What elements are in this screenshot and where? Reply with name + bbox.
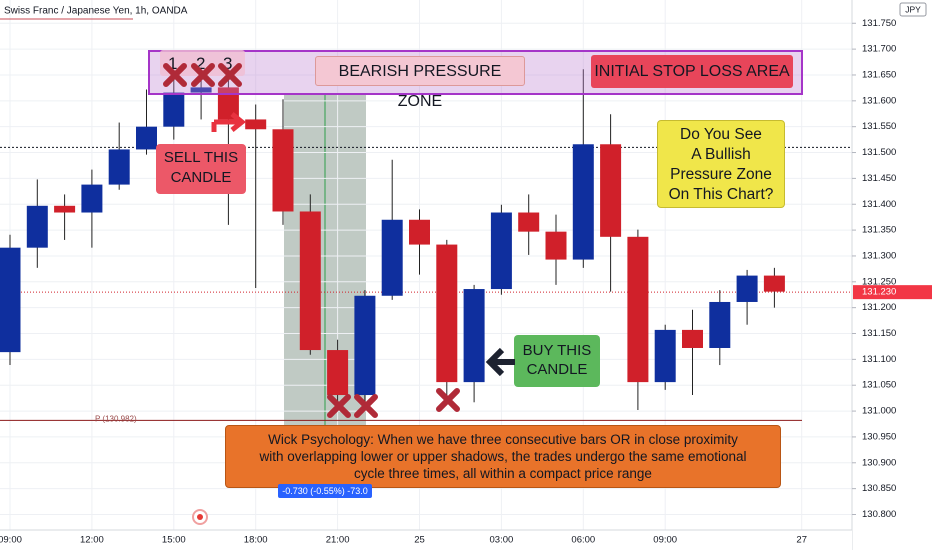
x-tick-label: 06:00: [571, 535, 595, 546]
y-tick-label: 130.850: [862, 483, 896, 494]
x-tick-label: 18:00: [244, 535, 268, 546]
last-price-label: 131.230: [862, 287, 896, 298]
candle-body: [108, 149, 130, 185]
candle-body: [654, 329, 676, 383]
x-tick-label: 03:00: [490, 535, 514, 546]
y-tick-label: 131.600: [862, 95, 896, 106]
currency-box: [899, 2, 927, 17]
annotation: 1: [168, 54, 178, 73]
x-tick-label: 15:00: [162, 535, 186, 546]
candle-body: [354, 295, 376, 396]
pivot-label: P (130.982): [95, 414, 137, 423]
x-tick-label: 25: [414, 535, 425, 546]
y-tick-label: 130.800: [862, 509, 896, 520]
candle-body: [763, 275, 785, 292]
y-tick-label: 130.950: [862, 431, 896, 442]
annotation: Wick Psychology: When we have three cons…: [225, 425, 781, 488]
annotation: Do You See A Bullish Pressure Zone On Th…: [657, 120, 785, 208]
measure-label: -0.730 (-0.55%) -73.0: [278, 484, 372, 498]
y-tick-label: 131.200: [862, 302, 896, 313]
x-tick-label: 21:00: [326, 535, 350, 546]
candle-body: [572, 144, 594, 260]
candle-body: [709, 301, 731, 348]
candle-body: [736, 275, 758, 302]
candle-body: [245, 119, 267, 130]
y-tick-label: 131.050: [862, 380, 896, 391]
background-layer: [0, 0, 852, 530]
candle-body: [299, 211, 321, 351]
annotation: BEARISH PRESSURE ZONE: [315, 56, 525, 110]
candle-body: [409, 219, 430, 245]
candle-body: [518, 212, 540, 232]
candle-body: [545, 231, 567, 260]
x-tick-label: 12:00: [80, 535, 104, 546]
x-tick-label: 27: [796, 535, 807, 546]
candle-body: [163, 92, 185, 127]
candle-body: [0, 247, 21, 353]
y-tick-label: 131.000: [862, 406, 896, 417]
candle-body: [490, 212, 512, 290]
annotation: SELL THIS CANDLE: [156, 144, 246, 194]
y-tick-label: 131.500: [862, 147, 896, 158]
candle-body: [81, 184, 103, 213]
y-tick-label: 131.250: [862, 276, 896, 287]
y-tick-label: 131.100: [862, 354, 896, 365]
candle-body: [190, 87, 212, 93]
annotation: BUY THIS CANDLE: [514, 335, 600, 387]
candle-body: [217, 87, 239, 120]
annotation: INITIAL STOP LOSS AREA: [591, 55, 793, 88]
candle-body: [136, 126, 157, 150]
candle-body: [463, 289, 485, 383]
candle-body: [26, 205, 48, 248]
candle-body: [327, 350, 349, 396]
y-tick-label: 131.550: [862, 121, 896, 132]
y-tick-label: 130.900: [862, 457, 896, 468]
y-tick-label: 131.300: [862, 250, 896, 261]
annotation: 2: [196, 54, 206, 73]
candle-body: [272, 129, 294, 212]
y-tick-label: 131.150: [862, 328, 896, 339]
y-tick-label: 131.350: [862, 225, 896, 236]
currency-label: JPY: [905, 4, 921, 14]
x-tick-label: 09:00: [0, 535, 22, 546]
candle-body: [436, 244, 458, 383]
annotation: 3: [223, 54, 233, 73]
price-axis: [852, 0, 932, 550]
last-price-box: [853, 285, 932, 300]
y-tick-label: 131.700: [862, 44, 896, 55]
y-tick-label: 131.450: [862, 173, 896, 184]
candle-body: [627, 236, 649, 383]
y-tick-label: 131.650: [862, 69, 896, 80]
candle-body: [54, 205, 76, 213]
candle-body: [381, 219, 403, 296]
chart-title: Swiss Franc / Japanese Yen, 1h, OANDA: [4, 6, 188, 17]
y-tick-label: 131.750: [862, 18, 896, 29]
x-tick-label: 09:00: [653, 535, 677, 546]
y-tick-label: 131.400: [862, 199, 896, 210]
candle-body: [682, 329, 703, 348]
candle-body: [600, 144, 622, 237]
time-axis: [0, 530, 852, 550]
